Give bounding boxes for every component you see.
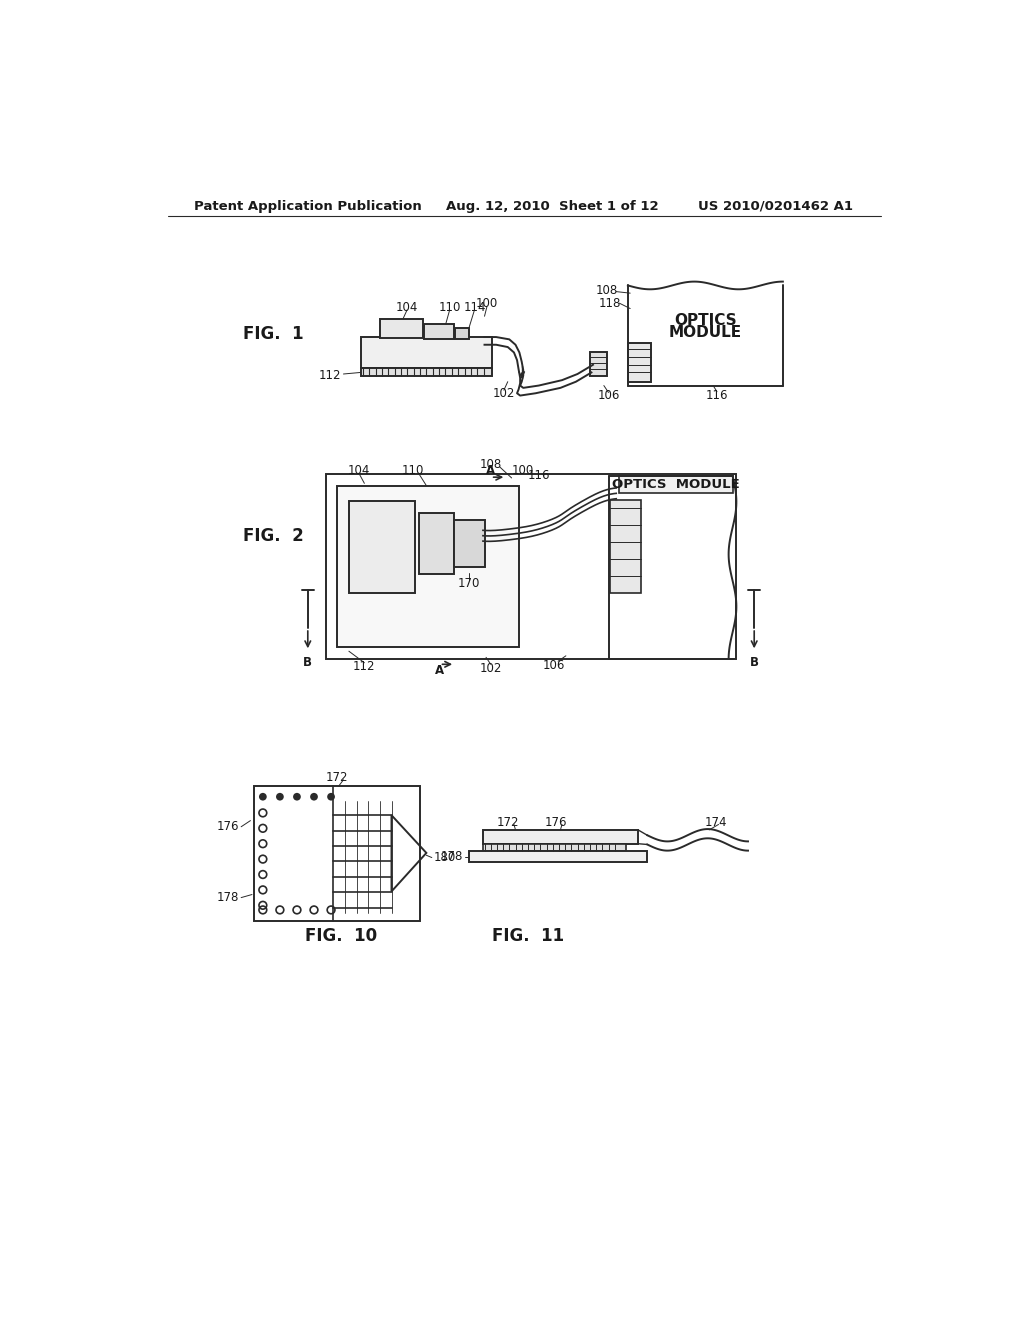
Bar <box>590 352 607 376</box>
Circle shape <box>310 793 317 800</box>
Text: 104: 104 <box>348 463 370 477</box>
Text: 100: 100 <box>476 297 498 310</box>
Bar <box>380 318 423 338</box>
Circle shape <box>276 793 284 800</box>
Text: B: B <box>750 656 759 669</box>
Text: 102: 102 <box>493 387 515 400</box>
Text: 112: 112 <box>353 660 376 673</box>
Bar <box>620 475 732 492</box>
Circle shape <box>259 793 266 800</box>
Text: OPTICS: OPTICS <box>674 313 736 327</box>
Bar <box>360 368 493 376</box>
Text: 104: 104 <box>396 301 418 314</box>
Text: 176: 176 <box>216 820 239 833</box>
Text: 110: 110 <box>438 301 461 314</box>
Bar <box>483 830 638 843</box>
Bar <box>360 337 493 368</box>
Bar <box>254 785 420 921</box>
Text: FIG.  1: FIG. 1 <box>243 325 303 343</box>
Circle shape <box>328 793 335 800</box>
Text: US 2010/0201462 A1: US 2010/0201462 A1 <box>697 199 853 213</box>
Text: 106: 106 <box>597 389 620 403</box>
Text: 172: 172 <box>497 816 519 829</box>
Text: 114: 114 <box>463 301 485 314</box>
Bar <box>628 343 651 381</box>
Text: 110: 110 <box>402 463 424 477</box>
Text: MODULE: MODULE <box>669 325 742 341</box>
Text: A: A <box>435 664 444 677</box>
Text: Aug. 12, 2010  Sheet 1 of 12: Aug. 12, 2010 Sheet 1 of 12 <box>445 199 658 213</box>
Bar <box>337 486 519 647</box>
Text: OPTICS  MODULE: OPTICS MODULE <box>612 478 739 491</box>
Bar <box>349 502 415 594</box>
Text: 116: 116 <box>706 389 728 403</box>
Text: 112: 112 <box>318 370 341 381</box>
Text: FIG.  11: FIG. 11 <box>493 927 564 945</box>
Text: 108: 108 <box>596 284 618 297</box>
Text: FIG.  10: FIG. 10 <box>305 927 377 945</box>
Text: A: A <box>486 463 496 477</box>
Text: 176: 176 <box>545 816 567 829</box>
Text: 108: 108 <box>479 458 502 471</box>
Circle shape <box>293 793 301 800</box>
Bar <box>455 327 469 339</box>
Text: 116: 116 <box>527 469 550 482</box>
Text: 100: 100 <box>512 463 535 477</box>
Text: 118: 118 <box>599 297 622 310</box>
Bar <box>469 851 647 862</box>
Text: FIG.  2: FIG. 2 <box>243 527 303 545</box>
Text: 102: 102 <box>479 661 502 675</box>
Text: 172: 172 <box>326 771 348 784</box>
Bar <box>610 500 641 593</box>
Text: 170: 170 <box>458 577 480 590</box>
Text: B: B <box>303 656 312 669</box>
Text: 174: 174 <box>705 816 727 829</box>
Text: Patent Application Publication: Patent Application Publication <box>194 199 422 213</box>
Bar <box>326 474 736 659</box>
Text: 180: 180 <box>434 851 457 865</box>
Bar <box>419 512 454 574</box>
Text: 106: 106 <box>543 659 565 672</box>
Bar <box>424 323 454 339</box>
Bar <box>454 520 484 566</box>
Bar <box>483 843 627 851</box>
Text: 178: 178 <box>216 891 239 904</box>
Text: 178: 178 <box>440 850 463 863</box>
